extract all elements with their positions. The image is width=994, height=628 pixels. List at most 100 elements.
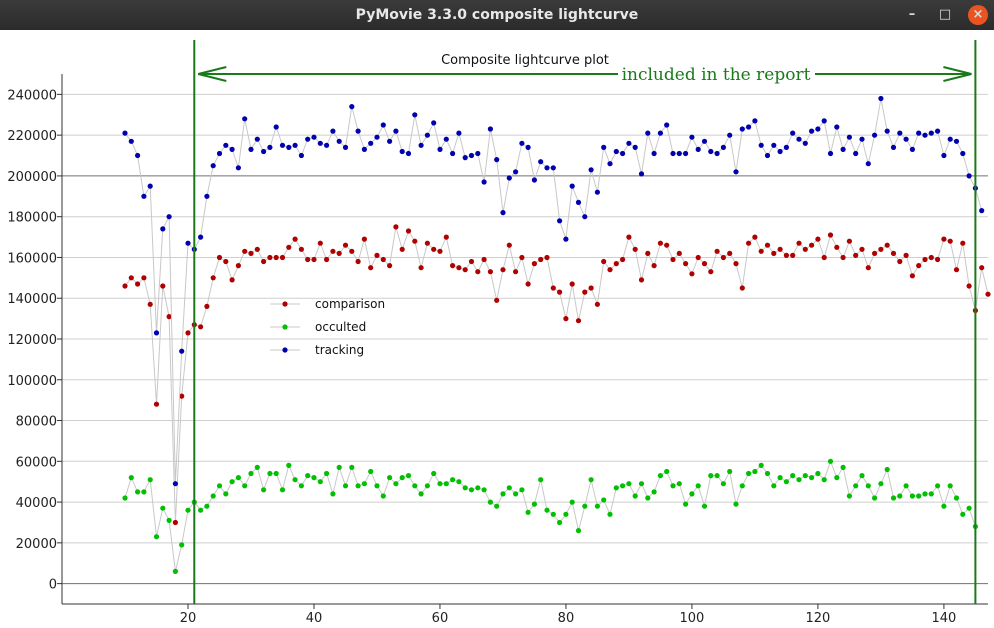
occulted-point bbox=[355, 483, 361, 489]
occulted-point bbox=[450, 477, 456, 483]
comparison-point bbox=[790, 252, 796, 258]
comparison-point bbox=[330, 248, 336, 254]
tracking-point bbox=[223, 142, 229, 148]
occulted-point bbox=[481, 487, 487, 493]
occulted-point bbox=[897, 493, 903, 499]
comparison-point bbox=[985, 291, 991, 297]
comparison-point bbox=[506, 242, 512, 248]
occulted-point bbox=[670, 483, 676, 489]
occulted-point bbox=[840, 464, 846, 470]
tracking-point bbox=[746, 124, 752, 130]
tracking-point bbox=[248, 146, 254, 152]
occulted-point bbox=[462, 485, 468, 491]
comparison-point bbox=[979, 265, 985, 271]
tracking-point bbox=[884, 128, 890, 134]
comparison-point bbox=[229, 277, 235, 283]
tracking-point bbox=[701, 138, 708, 144]
comparison-point bbox=[122, 283, 128, 289]
tracking-point bbox=[632, 144, 638, 150]
maximize-button[interactable]: □ bbox=[938, 7, 952, 22]
occulted-point bbox=[399, 475, 405, 481]
tracking-point bbox=[626, 140, 632, 146]
tracking-point bbox=[764, 152, 771, 159]
tracking-point bbox=[336, 138, 342, 144]
tracking-point bbox=[513, 169, 519, 175]
comparison-point bbox=[494, 297, 500, 303]
tracking-point bbox=[727, 132, 733, 138]
occulted-point bbox=[311, 475, 317, 481]
occulted-point bbox=[305, 473, 311, 479]
comparison-point bbox=[840, 254, 846, 261]
occulted-point bbox=[128, 475, 134, 481]
occulted-point bbox=[179, 542, 185, 548]
comparison-point bbox=[311, 256, 317, 263]
tracking-point bbox=[229, 146, 235, 152]
comparison-point bbox=[676, 250, 682, 256]
comparison-point bbox=[809, 242, 815, 248]
occulted-point bbox=[494, 503, 500, 509]
occulted-point bbox=[827, 458, 834, 464]
comparison-point bbox=[261, 258, 267, 265]
x-tick-label: 100 bbox=[680, 611, 705, 626]
comparison-point bbox=[909, 273, 916, 279]
tracking-point bbox=[708, 148, 714, 155]
tracking-point bbox=[758, 142, 764, 148]
legend-label: comparison bbox=[315, 297, 385, 311]
tracking-point bbox=[481, 179, 487, 185]
occulted-point bbox=[846, 493, 853, 499]
comparison-point bbox=[620, 256, 626, 263]
comparison-point bbox=[872, 250, 878, 256]
occulted-point bbox=[922, 491, 928, 497]
occulted-point bbox=[172, 568, 178, 575]
legend-marker bbox=[282, 301, 288, 307]
occulted-point bbox=[387, 475, 393, 481]
occulted-point bbox=[380, 493, 386, 499]
occulted-point bbox=[834, 475, 840, 481]
lightcurve-chart[interactable]: Composite lightcurve plot 0 20000 40000 600… bbox=[0, 30, 994, 628]
occulted-point bbox=[903, 483, 909, 489]
comparison-point bbox=[179, 393, 185, 399]
comparison-point bbox=[418, 265, 424, 271]
tracking-point bbox=[815, 126, 821, 132]
comparison-point bbox=[746, 240, 752, 246]
occulted-point bbox=[248, 470, 254, 477]
comparison-point bbox=[657, 240, 664, 246]
x-tick-label: 80 bbox=[558, 611, 575, 626]
occulted-point bbox=[676, 481, 682, 487]
occulted-point bbox=[758, 462, 764, 468]
tracking-point bbox=[771, 142, 777, 148]
tracking-point bbox=[846, 134, 853, 140]
comparison-point bbox=[960, 240, 966, 246]
occulted-point bbox=[544, 507, 550, 513]
tracking-point bbox=[922, 132, 928, 138]
comparison-point bbox=[487, 269, 493, 275]
occulted-point bbox=[317, 479, 323, 485]
tracking-point bbox=[216, 150, 223, 157]
tracking-point bbox=[840, 146, 846, 152]
comparison-point bbox=[298, 246, 304, 252]
comparison-point bbox=[210, 275, 216, 281]
grid bbox=[62, 93, 988, 585]
occulted-point bbox=[796, 477, 802, 483]
occulted-point bbox=[254, 464, 260, 470]
tracking-point bbox=[790, 130, 796, 136]
legend-item-tracking: tracking bbox=[270, 343, 364, 357]
occulted-point bbox=[815, 470, 821, 477]
tracking-point bbox=[909, 146, 916, 152]
occulted-point bbox=[859, 473, 865, 479]
occulted-point bbox=[821, 477, 827, 483]
minimize-button[interactable]: – bbox=[908, 7, 916, 22]
tracking-point bbox=[544, 165, 550, 171]
occulted-point bbox=[916, 493, 922, 499]
occulted-line bbox=[124, 459, 976, 572]
close-button[interactable]: × bbox=[968, 5, 988, 25]
comparison-point bbox=[771, 250, 777, 256]
legend-marker bbox=[282, 324, 288, 330]
occulted-point bbox=[594, 503, 601, 509]
plot-area[interactable]: Composite lightcurve plot 0 20000 40000 600… bbox=[0, 30, 994, 628]
comparison-point bbox=[550, 285, 556, 291]
comparison-point bbox=[147, 301, 153, 307]
occulted-point bbox=[935, 483, 941, 489]
comparison-point bbox=[475, 269, 481, 275]
axes: 0 20000 40000 60000 80000 100000 120000 140000 1… bbox=[7, 74, 988, 626]
